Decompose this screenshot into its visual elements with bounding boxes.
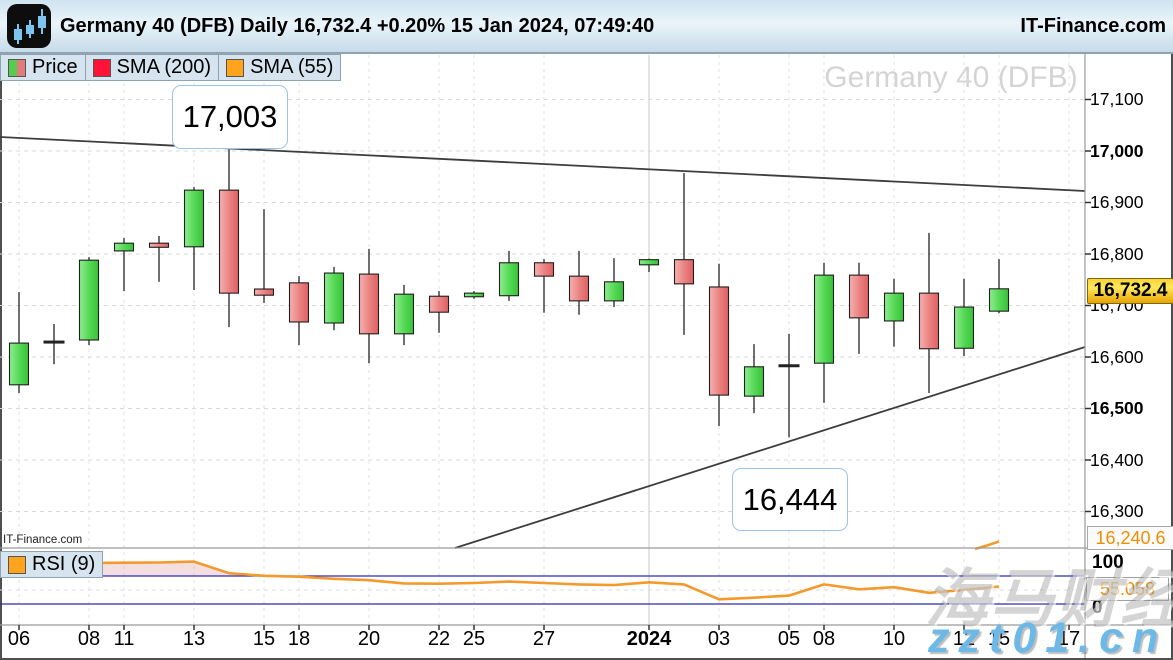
header-bar: Germany 40 (DFB) Daily 16,732.4 +0.20% 1…: [0, 0, 1173, 54]
rsi-value-badge: 55.058: [1086, 577, 1169, 601]
high-price-annotation[interactable]: 17,003: [172, 85, 288, 149]
chart-title: Germany 40 (DFB) Daily 16,732.4 +0.20% 1…: [60, 15, 655, 37]
candle-body: [323, 272, 345, 324]
sma200-swatch-icon: [92, 58, 111, 77]
candle-body: [953, 306, 975, 349]
chinese-watermark: 海马财经: [925, 563, 1173, 635]
candle-body: [673, 259, 695, 285]
sma55-value-badge: 16,240.6: [1087, 526, 1173, 550]
candle-body: [253, 288, 275, 296]
candle-body: [848, 274, 870, 319]
legend-rsi-label: RSI (9): [32, 553, 96, 575]
candle-body: [148, 242, 170, 248]
candle-body: [568, 275, 590, 302]
rsi-legend: RSI (9): [0, 551, 104, 578]
site-watermark: zzt01.cn: [928, 614, 1168, 660]
candle-body: [883, 292, 905, 322]
legend-chip-sma200[interactable]: SMA (200): [85, 54, 220, 81]
candle-body: [78, 259, 100, 341]
candle-body: [463, 292, 485, 298]
candle-body: [498, 262, 520, 297]
itfinance-small-label: IT-Finance.com: [3, 534, 83, 546]
candle-body: [813, 274, 835, 364]
legend-chip-price[interactable]: Price: [0, 54, 86, 81]
last-price-badge: 16,732.4: [1087, 278, 1173, 304]
descending-resistance-trendline: [0, 136, 1086, 192]
candle-body: [603, 281, 625, 302]
instrument-watermark: Germany 40 (DFB): [824, 61, 1078, 94]
candle-body: [358, 273, 380, 335]
legend-price-label: Price: [32, 56, 78, 78]
legend-sma200-label: SMA (200): [116, 56, 212, 78]
candle-body: [428, 295, 450, 313]
low-price-annotation[interactable]: 16,444: [732, 468, 848, 531]
candle-doji: [778, 364, 800, 368]
candle-body: [8, 342, 30, 386]
legend-chip-rsi[interactable]: RSI (9): [0, 551, 104, 578]
candle-body: [533, 262, 555, 277]
ascending-support-trendline: [454, 346, 1086, 549]
rsi-swatch-icon: [8, 555, 26, 574]
main-legend: Price SMA (200) SMA (55): [0, 54, 342, 81]
candle-body: [988, 288, 1010, 312]
candle-body: [743, 366, 765, 397]
candle-body: [708, 286, 730, 396]
sma55-swatch-icon: [226, 58, 245, 77]
candle-body: [638, 259, 660, 266]
candle-body: [288, 282, 310, 323]
candle-body: [218, 189, 240, 294]
candle-doji: [43, 340, 65, 344]
candle-body: [113, 242, 135, 252]
legend-sma55-label: SMA (55): [250, 56, 334, 78]
candle-body: [918, 292, 940, 350]
legend-chip-sma55[interactable]: SMA (55): [219, 54, 342, 81]
candle-body: [393, 293, 415, 335]
brand-link: IT-Finance.com: [1020, 15, 1166, 37]
candle-body: [183, 189, 205, 248]
price-up-down-swatch-icon: [8, 58, 26, 77]
rsi-line: [0, 560, 1000, 601]
candlestick-chart-icon: [7, 4, 51, 48]
